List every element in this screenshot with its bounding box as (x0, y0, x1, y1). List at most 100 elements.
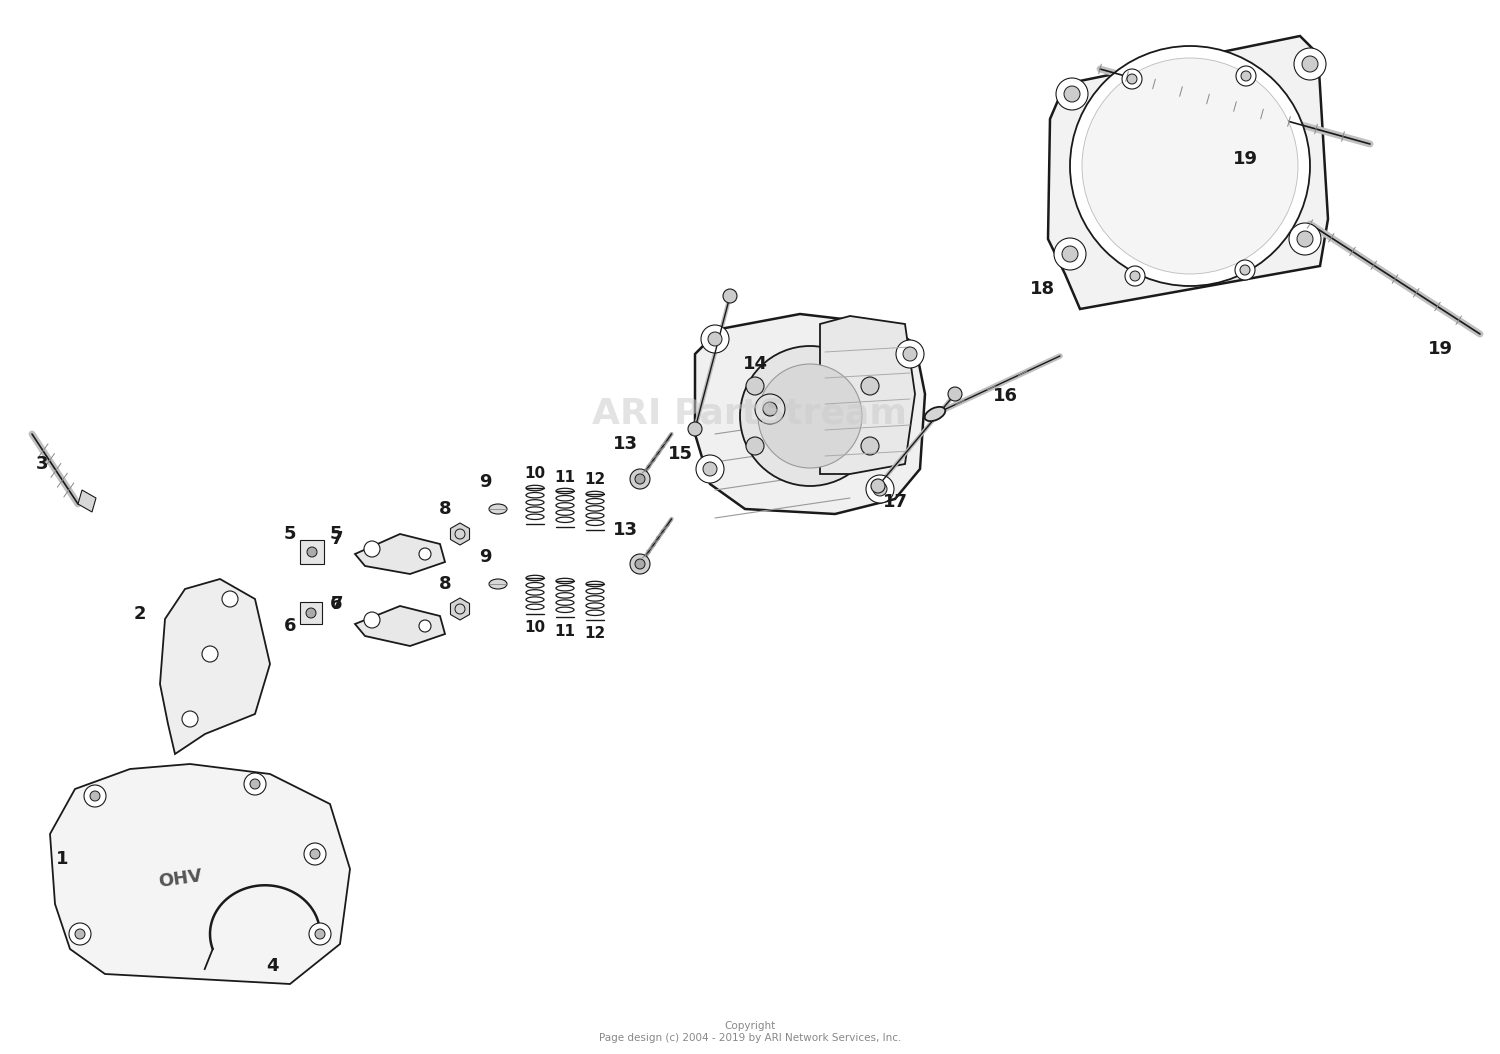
Circle shape (723, 289, 736, 302)
Text: 6: 6 (284, 617, 296, 635)
Circle shape (315, 929, 326, 939)
Circle shape (634, 559, 645, 569)
Circle shape (764, 402, 777, 416)
Text: 8: 8 (438, 575, 452, 593)
Circle shape (746, 377, 764, 395)
Text: 10: 10 (525, 621, 546, 636)
Circle shape (1126, 74, 1137, 84)
Circle shape (688, 422, 702, 436)
Circle shape (896, 340, 924, 368)
Ellipse shape (489, 504, 507, 514)
Circle shape (90, 790, 101, 801)
Circle shape (754, 394, 784, 424)
Bar (300, 540, 324, 564)
Text: Copyright
Page design (c) 2004 - 2019 by ARI Network Services, Inc.: Copyright Page design (c) 2004 - 2019 by… (598, 1021, 902, 1042)
Polygon shape (356, 606, 446, 646)
Circle shape (948, 387, 962, 401)
Circle shape (865, 475, 894, 503)
Circle shape (244, 773, 266, 795)
Circle shape (182, 711, 198, 727)
Text: 16: 16 (993, 387, 1017, 405)
Circle shape (696, 455, 724, 483)
Text: 3: 3 (36, 455, 48, 473)
Polygon shape (450, 523, 470, 545)
Circle shape (758, 364, 862, 468)
Circle shape (861, 437, 879, 455)
Text: 9: 9 (478, 473, 492, 491)
Circle shape (69, 923, 92, 945)
Text: 17: 17 (882, 493, 908, 511)
Polygon shape (1048, 36, 1328, 309)
Text: 7: 7 (330, 530, 344, 548)
Circle shape (1125, 266, 1144, 286)
Polygon shape (450, 598, 470, 620)
Text: 12: 12 (585, 472, 606, 488)
Polygon shape (821, 316, 915, 474)
Circle shape (1082, 58, 1298, 274)
Circle shape (873, 482, 886, 496)
Text: 14: 14 (742, 355, 768, 373)
Text: 5: 5 (284, 525, 296, 543)
Text: 19: 19 (1428, 340, 1452, 358)
Polygon shape (160, 579, 270, 754)
Circle shape (700, 325, 729, 353)
Text: 8: 8 (438, 500, 452, 518)
Polygon shape (50, 764, 350, 984)
Circle shape (1302, 56, 1318, 72)
Circle shape (1294, 48, 1326, 80)
Text: 2: 2 (134, 605, 147, 623)
Circle shape (708, 332, 722, 346)
Text: 19: 19 (1233, 150, 1257, 168)
Text: 18: 18 (1029, 280, 1054, 298)
Text: 7: 7 (330, 596, 344, 613)
Circle shape (1064, 86, 1080, 102)
Circle shape (1240, 71, 1251, 81)
Circle shape (1056, 78, 1088, 110)
Circle shape (1234, 260, 1256, 280)
Circle shape (1236, 66, 1256, 86)
Text: 9: 9 (478, 548, 492, 566)
Circle shape (309, 923, 332, 945)
Circle shape (634, 474, 645, 484)
Circle shape (306, 608, 316, 618)
Circle shape (1122, 69, 1142, 89)
Circle shape (251, 779, 260, 789)
Circle shape (364, 612, 380, 628)
Circle shape (364, 541, 380, 557)
Text: ARI PartStream: ARI PartStream (592, 397, 908, 431)
Text: 13: 13 (612, 435, 638, 453)
Circle shape (1070, 46, 1310, 286)
Circle shape (222, 591, 238, 607)
Circle shape (1298, 231, 1312, 247)
Circle shape (419, 548, 430, 560)
Circle shape (308, 547, 316, 557)
Text: 15: 15 (668, 445, 693, 463)
Circle shape (630, 554, 650, 574)
Text: 4: 4 (266, 957, 279, 975)
Circle shape (310, 850, 320, 859)
Ellipse shape (924, 407, 945, 422)
Text: 11: 11 (555, 469, 576, 485)
Circle shape (1130, 271, 1140, 281)
Text: 6: 6 (330, 596, 342, 613)
Polygon shape (78, 490, 96, 512)
Text: 10: 10 (525, 467, 546, 482)
Circle shape (1240, 265, 1250, 275)
Circle shape (304, 843, 326, 865)
Circle shape (1288, 223, 1322, 255)
Circle shape (1062, 246, 1078, 262)
Bar (300, 602, 322, 624)
Circle shape (630, 469, 650, 489)
Polygon shape (694, 314, 926, 514)
Circle shape (746, 437, 764, 455)
Circle shape (903, 347, 916, 362)
Ellipse shape (489, 579, 507, 589)
Text: 11: 11 (555, 624, 576, 639)
Text: 12: 12 (585, 626, 606, 642)
Text: OHV: OHV (158, 867, 203, 891)
Circle shape (75, 929, 86, 939)
Circle shape (861, 377, 879, 395)
Circle shape (419, 620, 430, 632)
Circle shape (84, 785, 106, 807)
Circle shape (740, 346, 880, 486)
